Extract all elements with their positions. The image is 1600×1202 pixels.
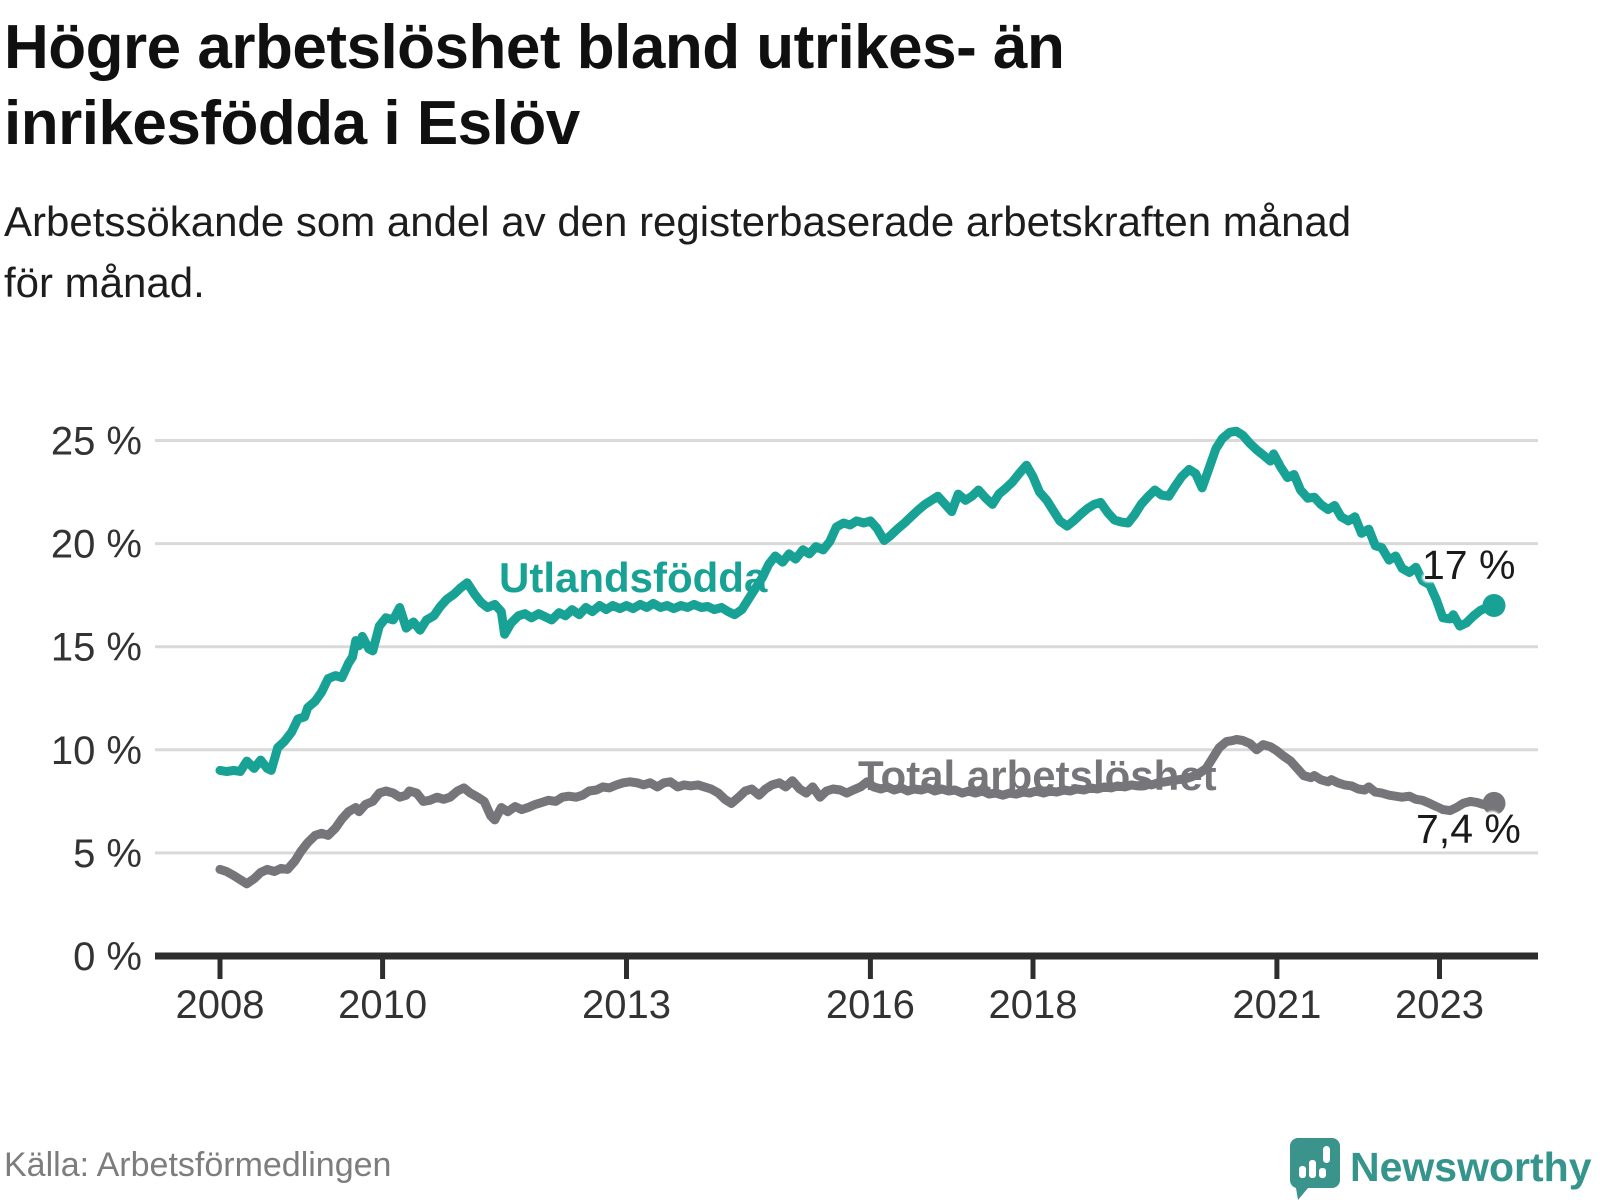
series-line-utlandsfodda [220,431,1494,771]
end-value-label-total: 7,4 % [1416,806,1521,853]
source-note: Källa: Arbetsförmedlingen [4,1146,391,1185]
x-tick-label-2010: 2010 [338,983,427,1027]
y-tick-label-0: 0 % [73,935,142,979]
logo-bar-2 [1309,1160,1316,1178]
x-tick-label-2008: 2008 [176,983,265,1027]
series-end-dot-utlandsfodda [1483,594,1506,617]
series-line-total [220,740,1494,884]
x-tick-label-2016: 2016 [826,983,915,1027]
logo-bar-3 [1319,1168,1326,1178]
x-tick-label-2021: 2021 [1232,983,1321,1027]
series-label-utlandsfodda: Utlandsfödda [499,554,767,602]
x-tick-label-2023: 2023 [1395,983,1484,1027]
y-tick-label-25: 25 % [51,420,142,464]
y-tick-label-5: 5 % [73,832,142,876]
x-tick-label-2018: 2018 [989,983,1078,1027]
y-tick-label-20: 20 % [51,523,142,567]
series-label-total-arbetsloshet: Total arbetslöshet [858,752,1217,800]
newsworthy-logo-icon [1286,1136,1342,1202]
logo-bar-1 [1299,1166,1306,1178]
x-tick-label-2013: 2013 [582,983,671,1027]
end-value-label-utlandsfodda: 17 % [1422,542,1515,589]
y-tick-label-10: 10 % [51,729,142,773]
brand-name: Newsworthy [1350,1144,1592,1191]
y-tick-label-15: 15 % [51,626,142,670]
logo-exclamation-bar [1323,1146,1330,1163]
